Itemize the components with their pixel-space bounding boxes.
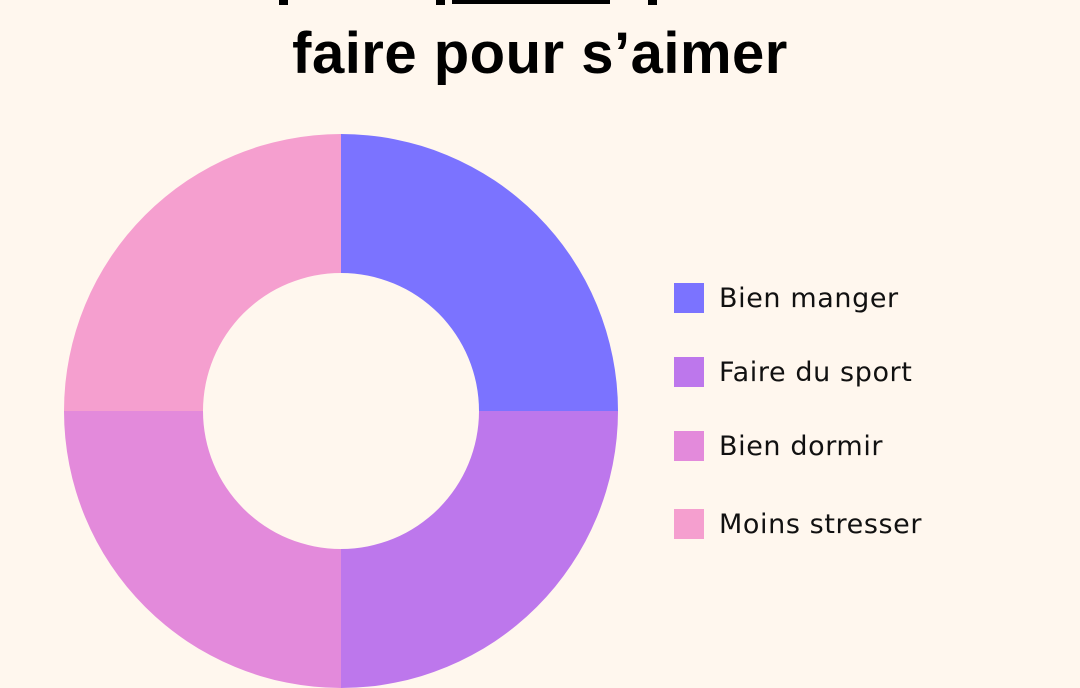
chart-legend: Bien manger Faire du sport Bien dormir M…: [674, 283, 922, 583]
legend-swatch: [674, 357, 704, 387]
legend-label: Faire du sport: [719, 356, 913, 388]
slice-bien-manger: [341, 134, 618, 411]
legend-swatch: [674, 509, 704, 539]
legend-label: Bien dormir: [719, 430, 884, 462]
legend-swatch: [674, 283, 704, 313]
chart-title: faire pour s’aimer: [292, 21, 788, 86]
legend-label: Bien manger: [719, 282, 899, 314]
slice-moins-stresser: [64, 134, 341, 411]
donut-chart: [64, 134, 618, 688]
legend-item-faire-du-sport: Faire du sport: [674, 356, 922, 388]
slice-faire-du-sport: [341, 411, 618, 688]
legend-item-bien-dormir: Bien dormir: [674, 430, 922, 462]
legend-item-moins-stresser: Moins stresser: [674, 508, 923, 540]
slice-bien-dormir: [64, 411, 341, 688]
legend-label: Moins stresser: [719, 508, 923, 540]
legend-item-bien-manger: Bien manger: [674, 282, 922, 314]
legend-swatch: [674, 431, 704, 461]
cut-off-title-descenders: [279, 0, 657, 5]
